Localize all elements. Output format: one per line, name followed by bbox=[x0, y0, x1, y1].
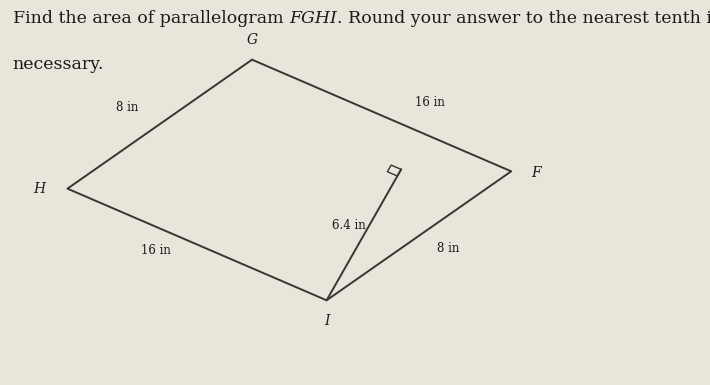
Text: 16 in: 16 in bbox=[415, 95, 445, 109]
Text: . Round your answer to the nearest tenth if: . Round your answer to the nearest tenth… bbox=[337, 10, 710, 27]
Text: 8 in: 8 in bbox=[437, 242, 459, 255]
Text: 6.4 in: 6.4 in bbox=[332, 219, 366, 232]
Text: 8 in: 8 in bbox=[116, 101, 138, 114]
Text: H: H bbox=[33, 182, 45, 196]
Text: G: G bbox=[246, 33, 258, 47]
Text: F: F bbox=[531, 166, 541, 180]
Text: necessary.: necessary. bbox=[13, 56, 104, 73]
Text: FGHI: FGHI bbox=[289, 10, 337, 27]
Text: Find the area of parallelogram: Find the area of parallelogram bbox=[13, 10, 289, 27]
Text: I: I bbox=[324, 315, 329, 328]
Text: 16 in: 16 in bbox=[141, 244, 170, 257]
